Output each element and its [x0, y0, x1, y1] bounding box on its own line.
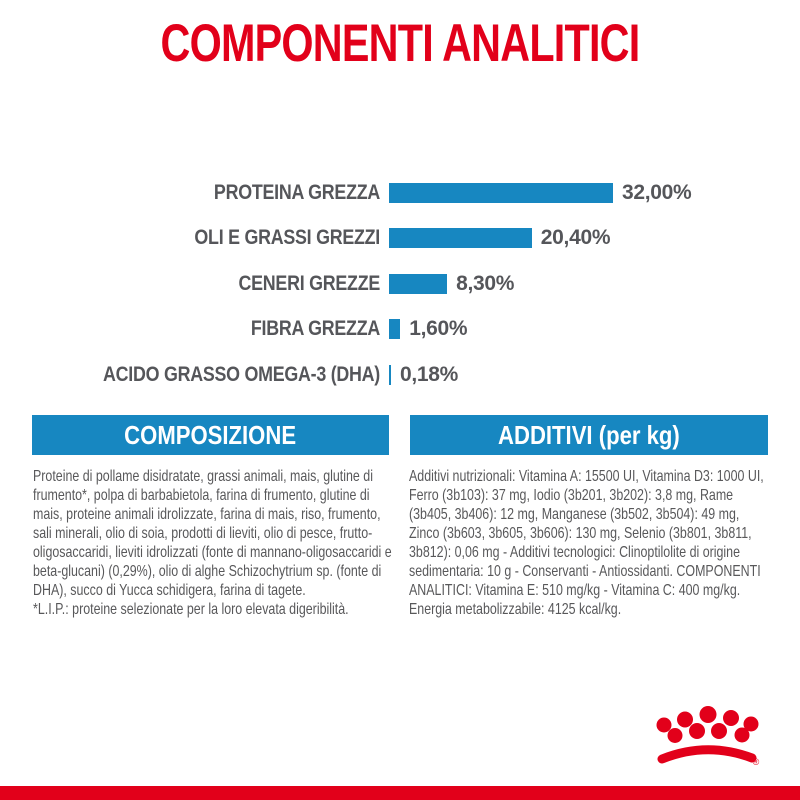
composition-header-bar: COMPOSIZIONE	[32, 415, 389, 455]
chart-row: CENERI GREZZE 8,30%	[0, 261, 800, 307]
analytical-components-bar-chart: PROTEINA GREZZA 32,00% OLI E GRASSI GREZZI…	[0, 170, 800, 398]
chart-bar	[389, 273, 448, 294]
additives-header-label: ADDITIVI (per kg)	[498, 419, 680, 450]
crown-icon: ®	[656, 706, 760, 767]
chart-category-label: FIBRA GREZZA	[250, 317, 380, 341]
page-title: COMPONENTI ANALITICI	[160, 14, 641, 73]
composition-text: Proteine di pollame disidratate, grassi …	[33, 468, 392, 599]
royal-canin-crown-logo: ®	[650, 698, 760, 770]
composition-header-label: COMPOSIZIONE	[124, 419, 297, 450]
chart-category-label: CENERI GREZZE	[238, 271, 381, 295]
additives-text: Additivi nutrizionali: Vitamina A: 15500…	[409, 468, 764, 618]
chart-bar	[389, 319, 401, 340]
chart-row: ACIDO GRASSO OMEGA-3 (DHA) 0,18%	[0, 352, 800, 398]
chart-category-label: OLI E GRASSI GREZZI	[194, 226, 380, 250]
additives-section: Additivi nutrizionali: Vitamina A: 15500…	[409, 467, 800, 619]
registered-trademark-icon: ®	[753, 757, 760, 767]
chart-category-label: ACIDO GRASSO OMEGA-3 (DHA)	[103, 362, 380, 386]
chart-row: OLI E GRASSI GREZZI 20,40%	[0, 216, 800, 262]
chart-value-label: 0,18%	[400, 362, 459, 386]
composition-footnote: *L.I.P.: proteine selezionate per la lor…	[33, 601, 349, 618]
chart-bar	[389, 228, 532, 249]
chart-row: FIBRA GREZZA 1,60%	[0, 307, 800, 353]
chart-row: PROTEINA GREZZA 32,00%	[0, 170, 800, 216]
chart-category-label: PROTEINA GREZZA	[213, 180, 380, 204]
chart-value-label: 1,60%	[409, 317, 468, 341]
chart-bar	[389, 182, 613, 203]
chart-value-label: 8,30%	[456, 271, 515, 295]
composition-section: Proteine di pollame disidratate, grassi …	[33, 467, 495, 619]
bottom-red-bar	[0, 786, 800, 800]
chart-value-label: 20,40%	[540, 226, 611, 250]
chart-value-label: 32,00%	[622, 180, 692, 204]
chart-bar	[389, 364, 391, 385]
additives-header-bar: ADDITIVI (per kg)	[410, 415, 768, 455]
